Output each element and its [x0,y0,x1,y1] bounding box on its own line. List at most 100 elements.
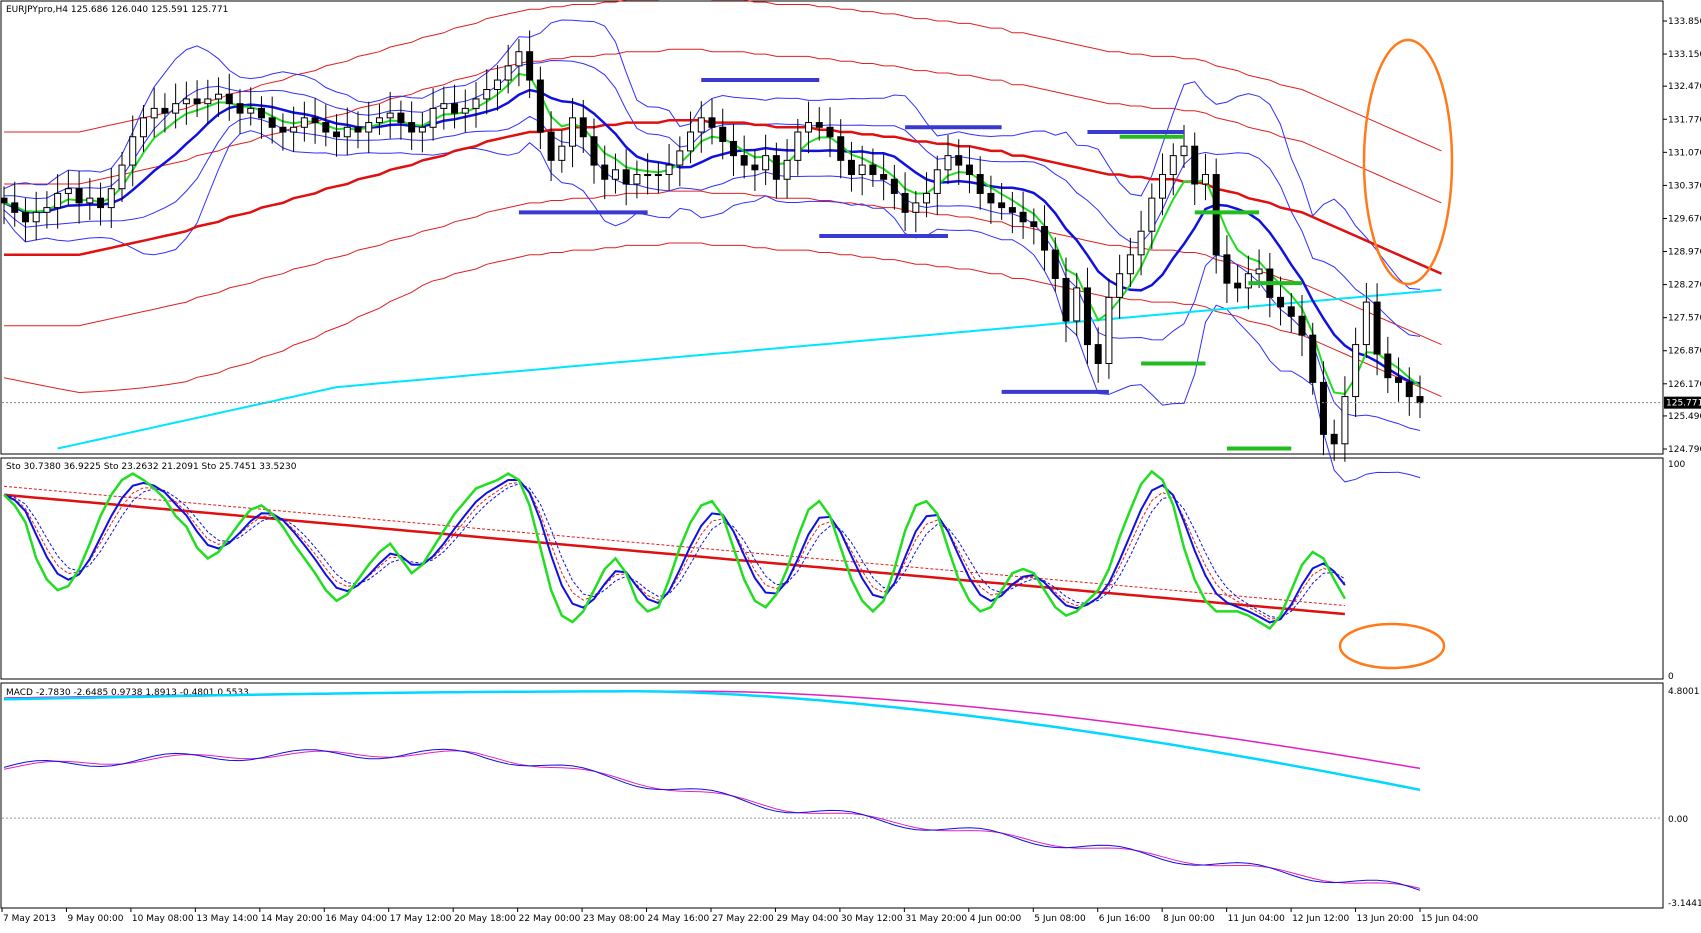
candle-body [1277,296,1285,308]
candle-body [311,117,319,124]
price-axis-tick-label: 131.770 [1668,115,1701,125]
time-axis-tick-label: 13 May 14:00 [196,914,258,924]
candle-body [976,174,984,194]
macd-axis-tick-label: 0.00 [1668,815,1688,825]
macd-axis-tick-label: -3.1441 [1668,899,1701,909]
bollinger-upper-band [3,19,1421,290]
time-axis-tick-label: 10 May 08:00 [132,914,194,924]
candle-body [440,103,448,109]
time-axis-tick-label: 22 May 00:00 [519,914,581,924]
candle-body [687,131,695,152]
candle-body [644,174,652,177]
candle-body [504,65,512,81]
candle-body [365,122,373,133]
candle-body [1287,306,1295,317]
candle-body [579,117,587,138]
candle-body [1244,273,1252,289]
candle-body [279,126,287,133]
candle-body [547,131,555,161]
candle-body [729,140,737,157]
candle-body [54,192,62,209]
macd-pane-border [0,682,1664,909]
annotation-ellipse-stochastic [1338,622,1446,670]
time-axis-tick-label: 20 May 18:00 [454,914,516,924]
candle-body [418,126,426,133]
price-axis-tick-label: 126.170 [1668,380,1701,390]
candle-body [1341,396,1349,445]
candle-body [343,126,351,138]
time-axis-tick-label: 17 May 12:00 [390,914,452,924]
candle-body [236,103,244,114]
candle-body [43,207,51,213]
red-envelope-outer-lower [3,242,1442,398]
candle-body [1019,211,1027,223]
candle-body [1298,315,1306,336]
candle-body [386,112,394,119]
candle-body [611,169,619,180]
time-axis-tick-label: 4 Jun 00:00 [970,914,1022,924]
price-axis-tick-label: 126.870 [1668,347,1701,357]
candle-body [118,164,126,190]
main-pane-border [0,0,1664,455]
time-axis-tick-label: 15 Jun 04:00 [1421,914,1478,924]
candle-body [697,117,705,133]
price-axis-tick-label: 124.790 [1668,445,1701,455]
candle-body [215,93,223,100]
candle-body [536,79,544,133]
candle-body [1116,273,1124,298]
candle-body [1395,377,1403,383]
candle-body [1255,268,1263,275]
candle-body [268,117,276,128]
candle-body [461,107,469,114]
stochastic-series-layer [3,469,1446,670]
candle-body [204,98,212,105]
candle-body [772,155,780,180]
candle-body [1405,381,1413,398]
macd-magenta-fast-line [3,750,1421,889]
candle-body [64,188,72,194]
candle-body [1051,249,1059,279]
candle-body [97,197,105,209]
red-envelope-inner-upper [4,48,1442,204]
time-axis-tick-label: 8 Jun 00:00 [1163,914,1215,924]
candle-body [987,192,995,204]
price-axis-tick-label: 127.570 [1668,314,1701,324]
red-envelope-inner-lower [4,190,1442,346]
candle-body [150,107,158,119]
candle-body [333,131,341,138]
candle-body [172,103,180,114]
candle-body [1094,344,1102,364]
price-axis-tick-label: 129.670 [1668,214,1701,224]
time-axis-tick-label: 29 May 04:00 [776,914,838,924]
cyan-long-ma [57,288,1442,450]
candle-body [397,112,405,124]
price-axis-tick-label: 125.490 [1668,412,1701,422]
candle-body [526,51,534,81]
candle-body [912,202,920,213]
sto-blue-main-line [3,479,1346,624]
candle-body [1041,225,1049,251]
price-axis-tick-label: 133.150 [1668,50,1701,60]
candle-body [1180,145,1188,157]
time-axis-tick-label: 12 Jun 12:00 [1292,914,1349,924]
candle-body [1030,221,1038,227]
candle-body [965,164,973,176]
current-price-label: 125.771 [1666,399,1701,409]
price-axis-tick-label: 128.270 [1668,281,1701,291]
candle-body [933,169,941,194]
candle-body [129,136,137,166]
time-axis-tick-label: 27 May 22:00 [712,914,774,924]
main-pane-header: EURJPYpro,H4 125.686 126.040 125.591 125… [6,5,228,15]
candle-body [1416,396,1424,404]
candle-body [451,103,459,114]
stochastic-axis-tick-label: 0 [1668,672,1674,682]
candle-body [665,164,673,176]
price-axis-tick-label: 132.470 [1668,82,1701,92]
candle-body [805,122,813,133]
candle-body [139,117,147,138]
candle-body [483,88,491,100]
macd-cyan-slow-line [3,690,1421,792]
candle-body [161,107,169,114]
candle-body [1126,254,1134,275]
sto-red-long-line [3,493,1346,616]
